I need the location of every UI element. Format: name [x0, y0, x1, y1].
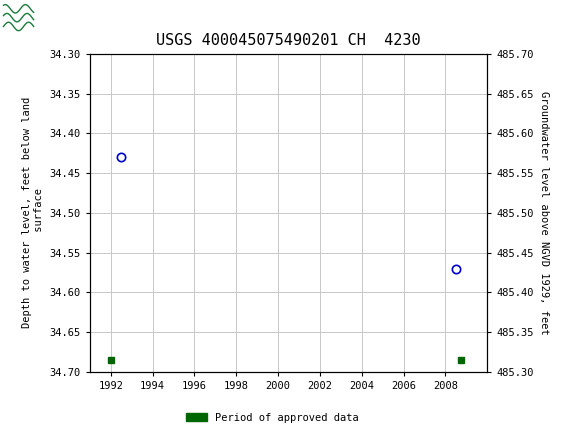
Title: USGS 400045075490201 CH  4230: USGS 400045075490201 CH 4230 — [156, 34, 421, 49]
Legend: Period of approved data: Period of approved data — [186, 413, 359, 423]
Y-axis label: Depth to water level, feet below land
 surface: Depth to water level, feet below land su… — [23, 97, 44, 329]
FancyBboxPatch shape — [3, 3, 35, 32]
Text: USGS: USGS — [39, 10, 86, 25]
Y-axis label: Groundwater level above NGVD 1929, feet: Groundwater level above NGVD 1929, feet — [539, 91, 549, 335]
